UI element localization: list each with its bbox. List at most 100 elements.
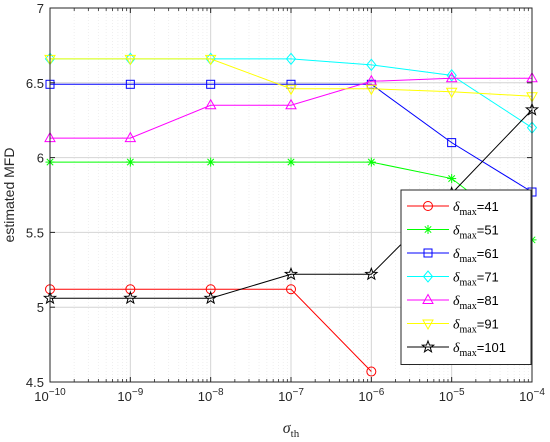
x-tick-label-exponent: −5 (453, 387, 465, 398)
x-tick-label: 10−7 (278, 387, 304, 404)
pentagram-marker (420, 339, 436, 354)
asterisk-marker (447, 174, 457, 184)
asterisk-marker (423, 225, 433, 234)
x-tick-label-base: 10 (34, 389, 48, 404)
triangle-up-marker (124, 131, 137, 143)
x-tick-label-exponent: −6 (373, 387, 385, 398)
legend: δmax=41δmax=51δmax=61δmax=71δmax=81δmax=… (400, 189, 532, 365)
triangle-down-marker (365, 84, 378, 96)
legend-item: δmax=41 (407, 199, 499, 218)
y-axis-label: estimated MFD (1, 148, 17, 243)
pentagram-marker (364, 266, 379, 281)
legend-label-main: δ (453, 224, 460, 239)
square-marker (447, 138, 457, 148)
x-tick-label-exponent: −4 (534, 387, 546, 398)
y-tick-label: 6 (37, 151, 44, 166)
triangle-down-marker (445, 87, 458, 99)
asterisk-marker (366, 157, 376, 167)
legend-label-main: δ (453, 200, 460, 215)
x-tick-label-base: 10 (519, 389, 533, 404)
triangle-up-marker (285, 98, 297, 110)
asterisk-marker (206, 157, 216, 167)
x-tick-label-exponent: −10 (49, 387, 66, 398)
x-tick-label: 10−6 (358, 387, 384, 404)
legend-label-main: δ (453, 294, 460, 309)
legend-label-tail: =71 (477, 270, 499, 285)
series-41 (45, 284, 377, 377)
x-tick-label-exponent: −7 (293, 387, 305, 398)
y-tick-label: 5 (37, 300, 44, 315)
series-line (50, 58, 533, 97)
y-tick-label: 7 (37, 1, 44, 16)
legend-label-tail: =61 (477, 246, 499, 261)
legend-label-main: δ (453, 271, 460, 286)
pentagram-marker (203, 290, 218, 305)
asterisk-stroke (448, 174, 456, 183)
y-tick-label: 4.5 (26, 375, 44, 390)
square-marker (206, 79, 216, 89)
legend-label: δmax=81 (453, 293, 499, 312)
legend-item: δmax=51 (407, 223, 499, 242)
legend-label-main: δ (453, 318, 460, 333)
x-tick-label: 10−9 (117, 387, 143, 404)
circle-marker (286, 284, 296, 295)
y-tick-label: 6.5 (26, 76, 44, 91)
legend-label-sub: max (460, 348, 477, 359)
series-line (50, 288, 372, 372)
circle-marker (366, 366, 377, 377)
x-tick-label-base: 10 (198, 389, 212, 404)
legend-label-main: δ (453, 341, 460, 356)
triangle-down-marker (204, 54, 217, 66)
circle-marker (125, 284, 136, 295)
series-layer (42, 52, 540, 377)
x-tick-label-exponent: −8 (212, 387, 224, 398)
legend-item: δmax=61 (407, 246, 499, 265)
legend-label-sub: max (460, 254, 477, 265)
circle-marker (205, 284, 216, 295)
x-tick-label: 10−8 (198, 387, 224, 404)
legend-label-sub: max (460, 231, 477, 242)
x-axis-label-sub: th (291, 428, 300, 440)
legend-label: δmax=61 (453, 246, 499, 265)
x-tick-label-base: 10 (439, 389, 453, 404)
series-81 (44, 71, 538, 143)
legend-label-sub: max (460, 207, 477, 218)
legend-box (400, 189, 532, 365)
legend-label-main: δ (453, 247, 460, 262)
asterisk-stroke (424, 225, 432, 234)
legend-label-sub: max (460, 325, 477, 336)
legend-label-tail: =91 (477, 317, 499, 332)
triangle-up-marker (204, 98, 217, 110)
pentagram-marker (283, 266, 299, 281)
asterisk-marker (125, 157, 135, 167)
legend-label: δmax=91 (453, 317, 499, 336)
legend-label: δmax=41 (453, 199, 499, 218)
square-marker (125, 79, 135, 89)
legend-label-tail: =81 (477, 293, 499, 308)
triangle-down-marker (285, 84, 297, 96)
x-tick-label: 10−5 (439, 387, 465, 404)
x-tick-label: 10−10 (34, 387, 66, 404)
diamond-marker (285, 52, 297, 66)
legend-label-tail: =41 (477, 199, 499, 214)
legend-label: δmax=101 (453, 340, 506, 359)
legend-label: δmax=71 (453, 270, 499, 289)
diamond-marker (422, 270, 434, 283)
diamond-marker (446, 69, 457, 82)
x-tick-label-base: 10 (117, 389, 131, 404)
asterisk-stroke (287, 158, 295, 166)
x-axis-label: σth (283, 420, 300, 440)
pentagram-marker (123, 290, 138, 305)
legend-item: δmax=81 (407, 293, 499, 312)
triangle-up-marker (445, 71, 458, 83)
legend-label: δmax=51 (453, 223, 499, 242)
legend-label-sub: max (460, 278, 477, 289)
diamond-marker (366, 58, 377, 72)
circle-marker (423, 201, 433, 211)
triangle-down-marker (422, 319, 434, 331)
asterisk-stroke (367, 158, 375, 166)
x-axis-label-main: σ (283, 420, 292, 437)
asterisk-marker (286, 157, 296, 167)
legend-item: δmax=91 (407, 317, 499, 336)
